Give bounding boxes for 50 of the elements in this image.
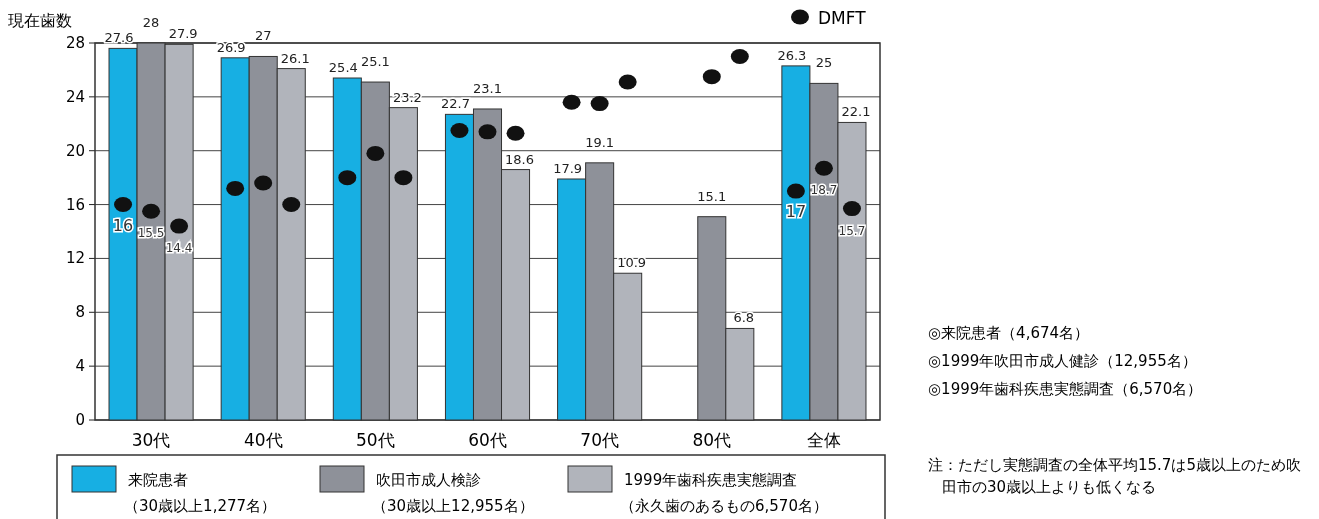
- data-label: 27: [254, 28, 272, 44]
- data-label: 16: [112, 215, 134, 235]
- legend-label: 1999年歯科疾患実態調査（永久歯のあるもの6,570名）: [620, 471, 828, 515]
- data-label: 26.3: [777, 47, 807, 63]
- data-label: 22.7: [440, 96, 470, 112]
- x-tick-label: 全体: [806, 430, 841, 450]
- data-label: 10.9: [617, 255, 647, 271]
- y-tick-label: 16: [65, 195, 85, 214]
- data-label: 28: [142, 15, 160, 30]
- y-axis-title: 現在歯数: [8, 11, 72, 30]
- x-tick-label: 40代: [243, 430, 283, 450]
- x-tick-label: 60代: [468, 430, 507, 450]
- data-label: 25.4: [328, 60, 358, 76]
- legend-label: 吹田市成人検診（30歳以上12,955名）: [372, 471, 534, 515]
- text: ◎1999年吹田市成人健診（12,955名）: [928, 352, 1197, 370]
- data-label: 17.9: [553, 160, 583, 176]
- data-label: 18.6: [505, 151, 535, 167]
- data-label: 25: [815, 55, 833, 71]
- text: ◎来院患者（4,674名）: [928, 324, 1090, 342]
- data-label: 18.7: [810, 183, 838, 198]
- legend-label: 来院患者（30歳以上1,277名）: [124, 471, 277, 515]
- x-tick-label: 50代: [356, 430, 395, 450]
- data-label: 6.8: [733, 310, 755, 326]
- x-tick-label: 70代: [580, 430, 619, 450]
- data-label: 22.1: [841, 104, 871, 120]
- data-label: 17: [785, 202, 807, 222]
- y-tick-label: 20: [65, 141, 85, 160]
- data-label: 26.1: [280, 50, 310, 66]
- text: ◎1999年歯科疾患実態調査（6,570名）: [928, 380, 1203, 398]
- data-label: 15.5: [137, 226, 165, 241]
- y-tick-label: 12: [65, 249, 85, 268]
- data-label: 14.4: [165, 241, 193, 256]
- x-tick-label: 80代: [692, 430, 732, 450]
- data-label: 15.7: [838, 223, 866, 238]
- data-label: 25.1: [360, 54, 390, 70]
- text: 注：ただし実態調査の全体平均15.7は5歳以上のため吹田市の30歳以上よりも低くなる: [928, 456, 1301, 496]
- y-tick-label: 24: [65, 87, 85, 106]
- y-tick-label: 8: [75, 303, 85, 322]
- y-tick-label: 28: [65, 34, 85, 52]
- legend-label: DMFT: [818, 8, 867, 28]
- data-label: 15.1: [697, 188, 727, 204]
- data-label: 23.1: [473, 80, 502, 96]
- data-label: 27.6: [104, 30, 134, 46]
- x-tick-label: 30代: [131, 430, 171, 450]
- data-label: 23.2: [392, 89, 422, 105]
- data-label: 27.9: [168, 26, 198, 42]
- data-label: 26.9: [216, 39, 246, 55]
- y-tick-label: 4: [75, 357, 85, 376]
- y-tick-label: 0: [75, 411, 85, 429]
- data-label: 19.1: [585, 134, 615, 150]
